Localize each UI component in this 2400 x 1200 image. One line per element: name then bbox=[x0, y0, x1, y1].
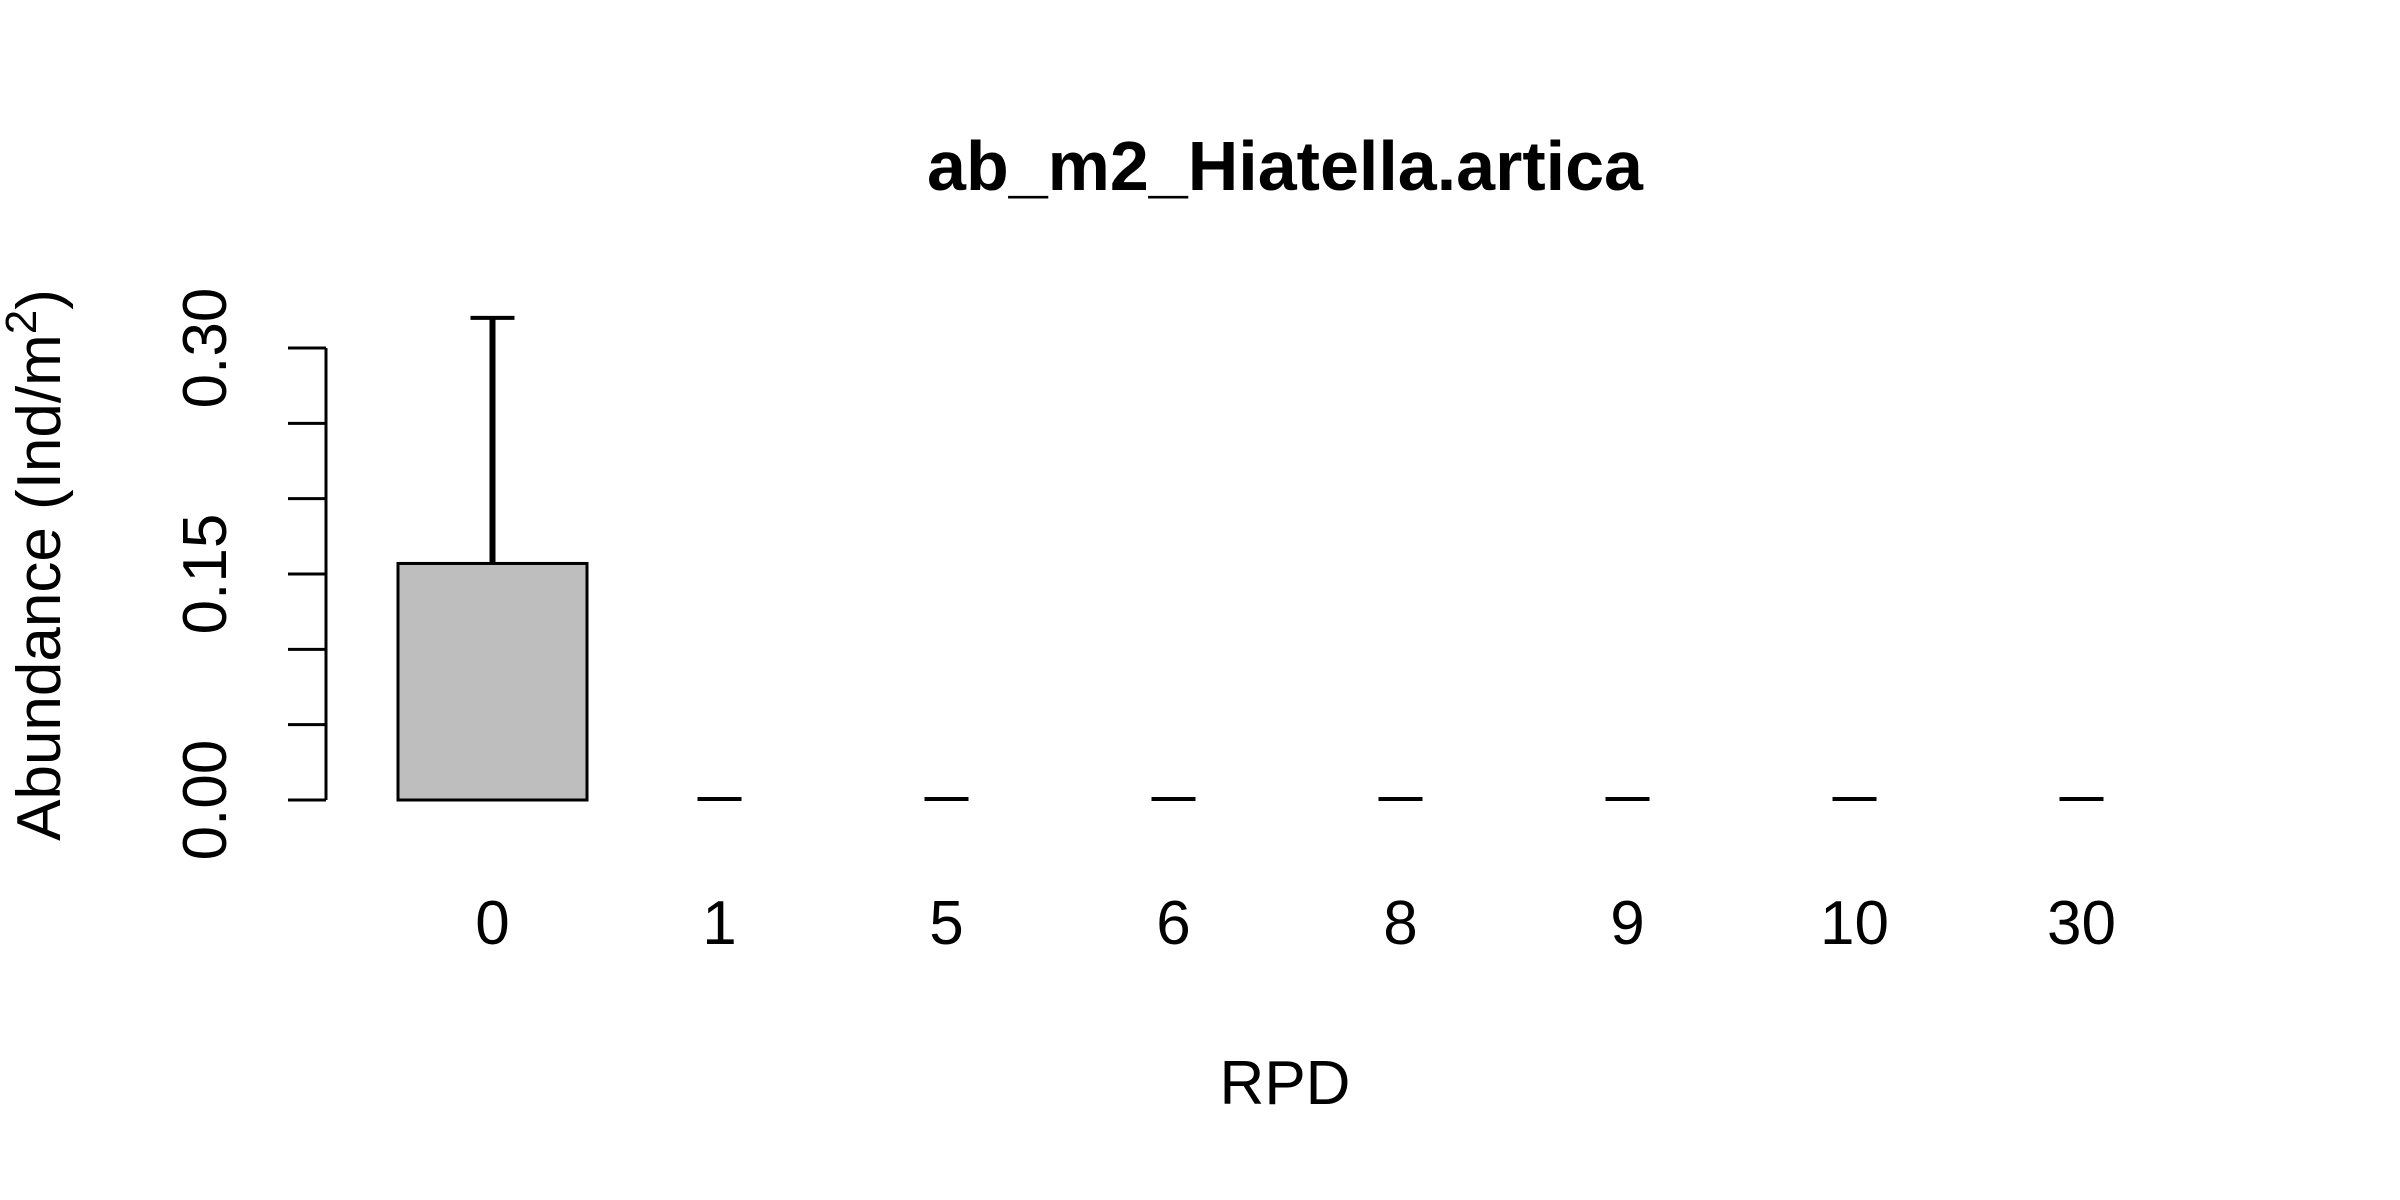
chart-title: ab_m2_Hiatella.artica bbox=[927, 127, 1644, 205]
y-axis-label: Abundance (Ind/m2) bbox=[0, 289, 74, 841]
y-axis-label-prefix: Abundance (Ind/m bbox=[5, 334, 74, 841]
x-tick-label: 1 bbox=[702, 889, 736, 958]
bars bbox=[396, 561, 589, 802]
x-axis-tick-labels: 0 1 5 6 8 9 10 30 bbox=[475, 889, 2116, 958]
x-tick-label: 5 bbox=[929, 889, 963, 958]
y-axis-label-suffix: ) bbox=[5, 289, 74, 310]
x-tick-label: 30 bbox=[2047, 889, 2116, 958]
x-tick-label: 8 bbox=[1383, 889, 1417, 958]
x-tick-label: 9 bbox=[1610, 889, 1644, 958]
y-tick-label: 0.15 bbox=[171, 514, 240, 635]
y-tick-label: 0.30 bbox=[171, 288, 240, 409]
x-tick-label: 6 bbox=[1156, 889, 1190, 958]
y-tick-label: 0.00 bbox=[171, 740, 240, 861]
x-tick-label: 10 bbox=[1820, 889, 1889, 958]
error-bars bbox=[470, 315, 2104, 801]
x-tick-label: 0 bbox=[475, 889, 509, 958]
x-axis-label: RPD bbox=[1220, 1049, 1351, 1118]
y-axis: 0.00 0.15 0.30 bbox=[171, 288, 328, 861]
bar bbox=[396, 561, 589, 802]
y-axis-label-superscript: 2 bbox=[0, 310, 46, 334]
